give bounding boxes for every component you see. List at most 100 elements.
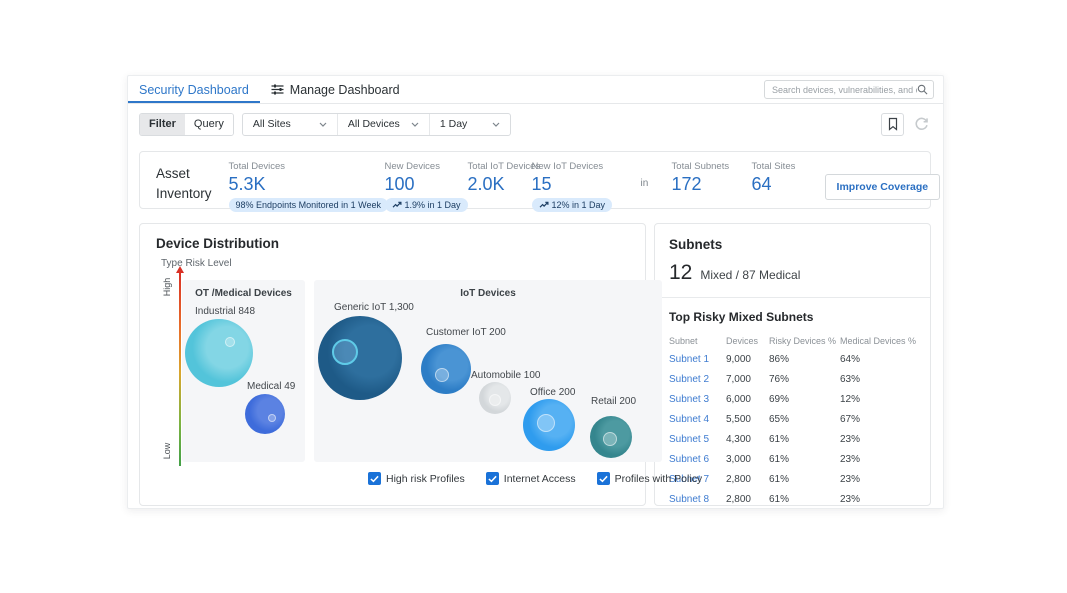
metric-separator: in — [640, 178, 649, 189]
metric-badge-text: 98% Endpoints Monitored in 1 Week — [235, 200, 381, 210]
subnet-link[interactable]: Subnet 8 — [668, 493, 710, 505]
subnets-card: Subnets 12 Mixed / 87 Medical Top Risky … — [653, 223, 931, 506]
metric-label: New IoT Devices — [531, 161, 604, 172]
checkbox-checked-icon[interactable] — [485, 472, 499, 485]
tab-security-dashboard[interactable]: Security Dashboard — [128, 76, 260, 103]
checkbox-label: High risk Profiles — [386, 472, 465, 485]
sites-dropdown[interactable]: All Sites — [243, 113, 338, 135]
devices-cell: 4,300 — [725, 433, 751, 445]
refresh-icon[interactable] — [913, 116, 930, 133]
sliders-icon — [271, 84, 284, 95]
medical-devices-cell: 67% — [839, 413, 860, 425]
axis-title: Type Risk Level — [161, 258, 232, 269]
group-label: IoT Devices — [460, 288, 516, 299]
dashboard-container: Security Dashboard Manage Dashboard Filt… — [127, 75, 944, 509]
bubble-industrial-848[interactable] — [185, 319, 253, 387]
medical-devices-cell: 12% — [839, 393, 860, 405]
subnet-link[interactable]: Subnet 1 — [668, 353, 710, 365]
tab-manage-dashboard[interactable]: Manage Dashboard — [260, 76, 411, 103]
top-risky-subnets-title: Top Risky Mixed Subnets — [668, 310, 814, 324]
metric-value: 100 — [384, 174, 415, 194]
chevron-down-icon — [411, 122, 419, 127]
metric-label: Total IoT Devices — [467, 161, 541, 172]
checkbox-high-risk-profiles[interactable]: High risk Profiles — [368, 472, 465, 485]
divider — [654, 297, 930, 298]
mixed-subnets-count: 12 — [668, 261, 693, 284]
bubble-generic-iot-1-300[interactable] — [318, 316, 402, 400]
medical-devices-cell: 64% — [839, 353, 860, 365]
trend-up-icon — [539, 201, 549, 209]
table-row: Subnet 3 6,000 69% 12% — [669, 389, 916, 409]
improve-coverage-button[interactable]: Improve Coverage — [824, 174, 941, 200]
bubble-highlight — [268, 414, 276, 422]
device-distribution-card: Device Distribution Type Risk Level High… — [139, 223, 702, 506]
table-header-cell: Medical Devices % — [839, 336, 916, 346]
bubble-medical-49[interactable] — [245, 394, 285, 434]
metric-total-iot-devices: Total IoT Devices 2.0K — [467, 161, 541, 214]
checkbox-internet-access[interactable]: Internet Access — [485, 472, 576, 485]
axis-high-label: High — [162, 277, 172, 297]
table-row: Subnet 6 3,000 61% 23% — [669, 449, 916, 469]
checkbox-checked-icon[interactable] — [596, 472, 610, 485]
filter-toggle-button[interactable]: Filter — [140, 113, 185, 135]
subnet-link[interactable]: Subnet 7 — [668, 473, 710, 485]
risk-axis — [179, 272, 181, 466]
subnet-link[interactable]: Subnet 4 — [668, 413, 710, 425]
bubble-office-200[interactable] — [523, 399, 575, 451]
subnet-link[interactable]: Subnet 3 — [668, 393, 710, 405]
checkbox-label: Internet Access — [503, 472, 576, 485]
bubble-retail-200[interactable] — [590, 416, 632, 458]
search-input[interactable] — [772, 84, 917, 95]
medical-devices-cell: 23% — [839, 433, 860, 445]
metric-total-devices: Total Devices 5.3K 98% Endpoints Monitored… — [228, 161, 388, 214]
metric-new-iot-devices: New IoT Devices 15 12% in 1 Day — [531, 161, 641, 214]
asset-inventory-title: Asset Inventory — [156, 166, 212, 201]
search-icon[interactable] — [917, 84, 928, 95]
metric-total-subnets: Total Subnets 172 — [672, 161, 752, 214]
metric-badge-text: 1.9% in 1 Day — [404, 200, 461, 210]
devices-dropdown[interactable]: All Devices — [338, 113, 430, 135]
tabs-row: Security Dashboard Manage Dashboard — [128, 76, 943, 104]
filter-row-actions — [881, 112, 930, 136]
bookmark-button[interactable] — [881, 112, 904, 136]
table-row: Subnet 5 4,300 61% 23% — [669, 429, 916, 449]
risky-devices-cell: 61% — [768, 473, 789, 485]
chart-filter-checkboxes: High risk Profiles Internet Access Profile… — [368, 472, 702, 485]
bubble-automobile-100[interactable] — [479, 382, 511, 414]
devices-cell: 6,000 — [725, 393, 751, 405]
checkbox-label: Profiles with Policy — [614, 472, 703, 485]
bubble-label: Generic IoT 1,300 — [334, 302, 414, 313]
subnet-link[interactable]: Subnet 5 — [668, 433, 710, 445]
lower-panels: Device Distribution Type Risk Level High… — [139, 223, 931, 506]
subnets-title: Subnets — [668, 237, 723, 252]
device-distribution-title: Device Distribution — [156, 236, 280, 251]
bubble-highlight — [537, 414, 555, 432]
devices-cell: 7,000 — [725, 373, 751, 385]
metric-badge: 1.9% in 1 Day — [384, 198, 468, 212]
period-dropdown[interactable]: 1 Day — [430, 114, 510, 135]
bubble-label: Medical 49 — [247, 381, 296, 392]
risky-devices-cell: 61% — [768, 493, 789, 505]
metric-value: 5.3K — [228, 174, 266, 194]
subnets-summary-text: Mixed / 87 Medical — [700, 268, 801, 282]
bubble-customer-iot-200[interactable] — [421, 344, 471, 394]
subnet-link[interactable]: Subnet 6 — [668, 453, 710, 465]
subnet-link[interactable]: Subnet 2 — [668, 373, 710, 385]
risky-devices-cell: 76% — [768, 373, 789, 385]
query-toggle-button[interactable]: Query — [184, 113, 233, 135]
asset-inventory-card: Asset Inventory Total Devices 5.3K 98% End… — [139, 151, 941, 212]
metric-new-devices: New Devices 100 1.9% in 1 Day — [384, 161, 468, 214]
bubble-label: Industrial 848 — [195, 306, 256, 317]
table-header-cell: Devices — [725, 336, 758, 346]
metric-badge: 12% in 1 Day — [531, 198, 613, 212]
chevron-down-icon — [319, 122, 327, 127]
chevron-down-icon — [492, 122, 500, 127]
metric-label: New Devices — [384, 161, 440, 172]
metric-value: 2.0K — [467, 174, 505, 194]
bubble-label: Automobile 100 — [471, 370, 541, 381]
bubble-label: Office 200 — [530, 387, 576, 398]
checkbox-profiles-with-policy[interactable]: Profiles with Policy — [596, 472, 703, 485]
devices-cell: 2,800 — [725, 493, 751, 505]
risky-devices-cell: 65% — [768, 413, 789, 425]
checkbox-checked-icon[interactable] — [368, 472, 381, 485]
